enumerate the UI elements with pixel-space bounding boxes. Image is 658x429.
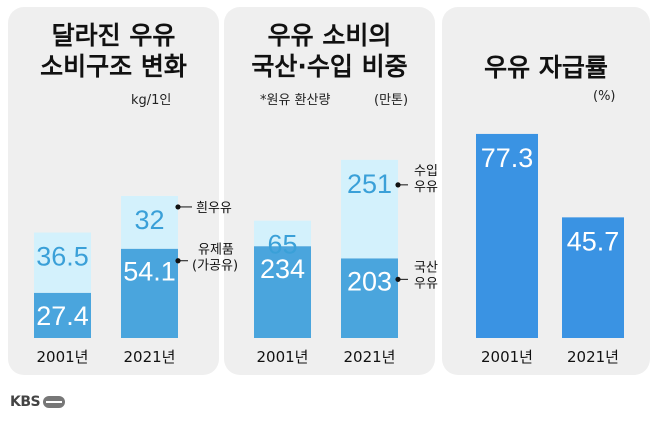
- panel-domestic-import-share: 우유 소비의 국산·수입 비중 *원유 환산량 (만톤): [224, 7, 435, 375]
- panel-2-title-line-2: 국산·수입 비중: [251, 52, 408, 81]
- bar-label-dairy-2001년: 27.4: [36, 301, 89, 331]
- year-label-2001년: 2001년: [37, 348, 89, 366]
- panel-2-unit: (만톤): [374, 93, 409, 108]
- panel-2-title-line-1: 우유 소비의: [267, 21, 392, 50]
- bar-2021-domestic: [341, 258, 398, 338]
- bar-2001-domestic: [254, 246, 311, 338]
- bar-label-domestic-2021년: 203: [347, 266, 392, 296]
- annotation-domestic-text-2: 우유: [414, 276, 438, 291]
- annotation-imported-text-2: 우유: [414, 180, 438, 195]
- panel-2-note: *원유 환산량: [260, 93, 331, 108]
- bar-2001-dairy-products: [34, 292, 91, 338]
- annotation-dairy-sub-text: (가공유): [192, 259, 238, 274]
- bar-2021-white-milk: [121, 195, 178, 249]
- bar-2021-dairy-products: [121, 248, 178, 338]
- annotation-white-milk-dot: [175, 204, 181, 210]
- annotation-domestic-text-1: 국산: [414, 260, 438, 275]
- kbs-logo-text: KBS: [10, 394, 41, 410]
- bar-label-domestic-2001년: 234: [260, 254, 305, 284]
- bar-label-white-milk-2001년: 36.5: [36, 242, 89, 272]
- year-label-2001년: 2001년: [257, 348, 309, 366]
- panel-1-title-line-2: 소비구조 변화: [40, 52, 187, 81]
- panel-1-unit: kg/1인: [131, 93, 172, 108]
- bar-label-imported-2001년: 65: [267, 230, 297, 260]
- annotation-domestic-dot: [395, 276, 401, 282]
- annotation-imported-text-1: 수입: [414, 164, 438, 179]
- year-label-2021년: 2021년: [124, 348, 176, 366]
- panel-1-title-line-1: 달라진 우유: [51, 21, 176, 50]
- annotation-white-milk-text: 흰우유: [196, 201, 232, 216]
- annotation-dairy-text: 유제품: [198, 243, 234, 258]
- bar-2021-self-sufficiency: [562, 217, 624, 338]
- kbs-logo: KBS: [10, 394, 66, 410]
- year-label-2001년: 2001년: [481, 348, 533, 366]
- year-label-2021년: 2021년: [567, 348, 619, 366]
- panel-3-unit: (%): [593, 89, 616, 104]
- bar-label-self-sufficiency-2021년: 45.7: [567, 226, 620, 256]
- year-label-2021년: 2021년: [344, 348, 396, 366]
- bar-2021-imported: [341, 159, 398, 259]
- bar-2001-imported: [254, 220, 311, 247]
- panel-3-title: 우유 자급률: [484, 53, 608, 82]
- bar-label-dairy-2021년: 54.1: [123, 257, 176, 287]
- bar-2001-self-sufficiency: [476, 133, 538, 338]
- annotation-dairy-dot: [175, 258, 181, 264]
- bar-2001-white-milk: [34, 232, 91, 293]
- bar-label-imported-2021년: 251: [347, 169, 392, 199]
- kbs-logo-mark: [43, 396, 66, 408]
- bar-label-white-milk-2021년: 32: [134, 205, 164, 235]
- bar-label-self-sufficiency-2001년: 77.3: [481, 143, 534, 173]
- annotation-imported-dot: [395, 182, 401, 188]
